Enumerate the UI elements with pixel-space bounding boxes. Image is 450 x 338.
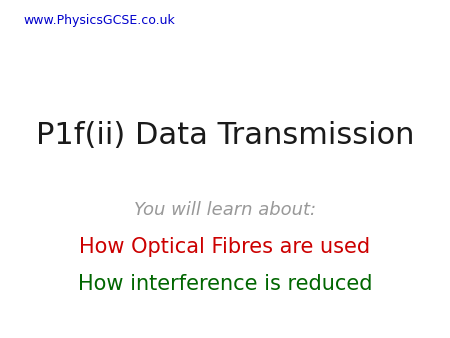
Text: How interference is reduced: How interference is reduced xyxy=(78,274,372,294)
Text: www.PhysicsGCSE.co.uk: www.PhysicsGCSE.co.uk xyxy=(23,14,175,26)
Text: P1f(ii) Data Transmission: P1f(ii) Data Transmission xyxy=(36,121,414,150)
Text: You will learn about:: You will learn about: xyxy=(134,200,316,219)
Text: How Optical Fibres are used: How Optical Fibres are used xyxy=(80,237,370,257)
